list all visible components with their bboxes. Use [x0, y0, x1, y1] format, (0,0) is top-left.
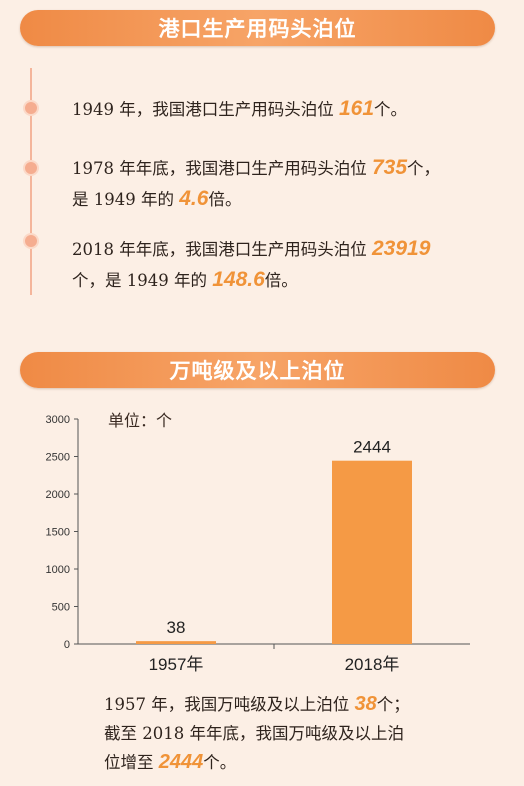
- timeline-dot: [23, 233, 39, 249]
- fact-text: 个，: [407, 159, 441, 178]
- fact-text: 是 1949 年的: [72, 190, 180, 209]
- caption-text: 1957 年，我国万吨级及以上泊位: [104, 695, 355, 714]
- fact-ratio: 148.6: [212, 268, 265, 291]
- fact-value: 161: [338, 97, 375, 120]
- y-tick-label: 500: [52, 602, 70, 614]
- section-title: 港口生产用码头泊位: [158, 17, 357, 41]
- unit-label: 单位：个: [108, 412, 172, 430]
- fact-value: 23919: [371, 237, 431, 260]
- caption-value: 38: [354, 693, 377, 715]
- caption-text: 个；: [376, 695, 410, 714]
- y-tick-label: 2500: [46, 452, 70, 464]
- bars: 38 2444: [136, 438, 412, 644]
- fact-text: 倍。: [264, 271, 298, 290]
- data-label: 38: [167, 618, 186, 637]
- section-title: 万吨级及以上泊位: [169, 359, 346, 383]
- y-tick-label: 2000: [46, 489, 70, 501]
- x-tick-label: 2018年: [345, 655, 400, 674]
- caption-text: 位增至: [104, 753, 159, 772]
- fact-1949: 1949 年，我国港口生产用码头泊位 161个。: [72, 94, 512, 125]
- fact-text: 2018 年年底，我国港口生产用码头泊位: [72, 240, 372, 259]
- timeline-line: [30, 68, 32, 295]
- caption-text: 截至 2018 年年底，我国万吨级及以上泊: [104, 724, 404, 743]
- y-tick-label: 1500: [46, 527, 70, 539]
- x-axis: 1957年 2018年: [78, 643, 470, 674]
- y-tick-label: 3000: [46, 414, 70, 426]
- fact-ratio: 4.6: [179, 187, 209, 210]
- timeline-dot: [23, 160, 39, 176]
- timeline-dot: [23, 100, 39, 116]
- fact-text: 个，是 1949 年的: [72, 271, 213, 290]
- bar: [136, 641, 216, 644]
- bar-chart: 0 500 1000 1500 2000 2500 3000 1957年 2018年 38 24…: [46, 412, 470, 674]
- fact-text: 倍。: [208, 190, 242, 209]
- fact-text: 1949 年，我国港口生产用码头泊位: [72, 100, 339, 119]
- chart-caption: 1957 年，我国万吨级及以上泊位 38个； 截至 2018 年年底，我国万吨级…: [104, 690, 504, 777]
- bar: [332, 460, 412, 644]
- caption-text: 个。: [203, 753, 237, 772]
- caption-value: 2444: [158, 751, 204, 773]
- fact-2018: 2018 年年底，我国港口生产用码头泊位 23919 个，是 1949 年的 1…: [72, 234, 512, 296]
- x-tick-label: 1957年: [149, 655, 204, 674]
- fact-text: 1978 年年底，我国港口生产用码头泊位: [72, 159, 372, 178]
- section-banner-10k-ton-berths: 万吨级及以上泊位: [20, 352, 495, 388]
- fact-1978: 1978 年年底，我国港口生产用码头泊位 735个， 是 1949 年的 4.6…: [72, 153, 512, 215]
- y-tick-label: 0: [64, 639, 70, 651]
- data-label: 2444: [353, 438, 391, 457]
- y-axis: 0 500 1000 1500 2000 2500 3000: [46, 414, 79, 651]
- fact-value: 735: [371, 156, 408, 179]
- fact-text: 个。: [374, 100, 408, 119]
- section-banner-port-berths: 港口生产用码头泊位: [20, 10, 495, 46]
- y-tick-label: 1000: [46, 564, 70, 576]
